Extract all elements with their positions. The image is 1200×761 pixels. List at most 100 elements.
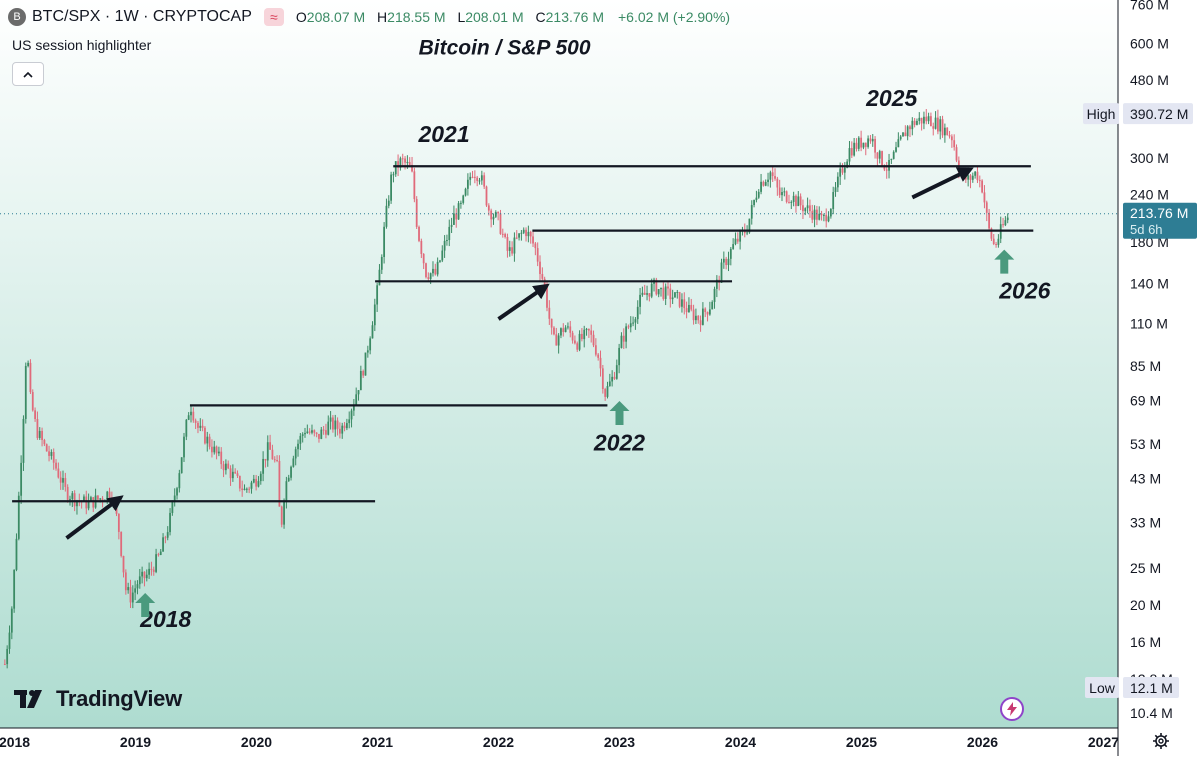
wave-icon[interactable]: ≈ — [263, 8, 284, 26]
collapse-legend-button[interactable] — [12, 62, 44, 86]
candle-body — [222, 464, 225, 471]
candle-body — [266, 442, 269, 461]
candle-body — [539, 261, 541, 275]
chart-title: Bitcoin / S&P 500 — [419, 37, 591, 60]
up-arrow-icon — [609, 400, 630, 425]
candle-body — [262, 458, 265, 474]
candle-body — [706, 312, 709, 315]
candle-body — [501, 233, 504, 235]
candle-body — [643, 292, 646, 295]
candle-body — [548, 307, 551, 319]
low-tag-label: Low — [1089, 680, 1116, 696]
candle-body — [732, 244, 735, 249]
high-tag-label: High — [1087, 106, 1116, 122]
candle-body — [325, 430, 327, 435]
candle-body — [795, 195, 797, 207]
candle-body — [576, 343, 579, 350]
price-tick-label: 43 M — [1130, 471, 1161, 487]
candle-body — [350, 410, 353, 420]
tradingview-logo[interactable]: TradingView — [14, 686, 182, 712]
candle-body — [948, 135, 951, 137]
price-tick-label: 16 M — [1130, 634, 1161, 650]
candle-body — [143, 571, 146, 579]
candle-body — [278, 460, 281, 507]
candle-body — [290, 466, 292, 478]
candle-body — [504, 234, 507, 237]
candle-body — [148, 568, 151, 575]
candle-body — [515, 237, 518, 239]
candle-body — [932, 126, 935, 129]
candle-body — [930, 116, 932, 127]
candle-body — [678, 291, 681, 307]
candle-body — [622, 335, 625, 342]
candle-body — [508, 247, 511, 251]
lightning-icon[interactable] — [1000, 697, 1024, 721]
candle-body — [681, 299, 683, 307]
candle-body — [134, 588, 137, 593]
candle-body — [283, 500, 285, 525]
candle-body — [292, 458, 295, 467]
candle-body — [387, 200, 390, 206]
candle-body — [590, 330, 593, 335]
symbol-header[interactable]: B BTC/SPX · 1W · CRYPTOCAP ≈ O208.07 M H… — [8, 6, 730, 28]
low-label: L — [457, 9, 466, 25]
candle-body — [713, 288, 716, 302]
candle-body — [10, 608, 13, 633]
candle-body — [473, 176, 476, 178]
candle-body — [20, 462, 23, 496]
candle-body — [627, 326, 630, 328]
candle-body — [76, 500, 78, 507]
candle-body — [988, 212, 990, 229]
candle-body — [757, 191, 760, 198]
candle-body — [208, 436, 211, 447]
candle-body — [748, 218, 751, 233]
candle-body — [937, 117, 939, 132]
candle-body — [169, 512, 171, 533]
time-axis[interactable]: 2018 2019 2020 2021 2022 2023 2024 2025 2026 2027 — [0, 734, 1119, 750]
candle-body — [569, 326, 572, 333]
candle-body — [301, 434, 304, 436]
candle-body — [664, 286, 667, 299]
candle-body — [318, 433, 320, 439]
candle-body — [31, 392, 34, 411]
candle-body — [632, 322, 634, 324]
candle-body — [553, 327, 555, 335]
price-tick-label: 69 M — [1130, 393, 1161, 409]
indicator-legend[interactable]: US session highlighter — [12, 37, 152, 53]
candle-body — [276, 460, 278, 462]
candle-body — [734, 238, 737, 245]
candle-body — [690, 304, 693, 310]
candle-body — [392, 174, 395, 176]
candle-body — [236, 473, 239, 476]
year-annotation: 2022 — [593, 429, 645, 455]
year-tick-label: 2023 — [604, 734, 635, 750]
candle-body — [760, 181, 762, 192]
candle-body — [152, 569, 155, 572]
candle-body — [792, 195, 795, 202]
candle-body — [101, 498, 104, 501]
symbol-title[interactable]: BTC/SPX · 1W · CRYPTOCAP — [32, 8, 252, 25]
candle-body — [83, 496, 85, 502]
candle-body — [753, 200, 755, 206]
candle-body — [520, 232, 523, 234]
candle-body — [783, 191, 786, 193]
candle-body — [720, 262, 723, 283]
candle-body — [250, 482, 253, 489]
candle-body — [453, 213, 455, 225]
candle-body — [92, 497, 95, 508]
candle-body — [171, 501, 174, 513]
candle-body — [860, 137, 863, 148]
candle-body — [420, 240, 423, 254]
candle-body — [934, 117, 937, 129]
candle-body — [906, 126, 909, 137]
settings-gear-icon[interactable] — [1150, 730, 1172, 752]
candle-body — [971, 175, 974, 180]
candle-body — [599, 357, 602, 369]
candle-body — [492, 216, 495, 220]
candle-body — [557, 335, 560, 346]
candle-body — [513, 237, 516, 254]
candle-body — [897, 139, 900, 148]
